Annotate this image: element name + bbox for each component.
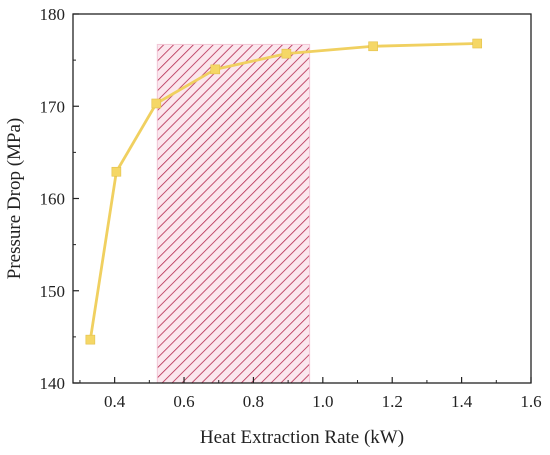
x-axis-label: Heat Extraction Rate (kW) [200, 427, 404, 448]
data-point [472, 38, 483, 49]
y-tick-label: 150 [40, 282, 66, 301]
data-point [85, 334, 96, 345]
y-tick-label: 140 [40, 374, 66, 393]
axes-layer: 0.4 0.6 0.8 1.0 1.2 1.4 1.6 140 150 160 170 180 [40, 5, 542, 411]
x-tick-label: 0.6 [173, 392, 194, 411]
y-tick-label: 160 [40, 190, 66, 209]
series-layer [85, 38, 483, 345]
y-tick-label: 170 [40, 97, 66, 116]
x-tick-label: 1.4 [451, 392, 473, 411]
highlight-region-layer [156, 43, 311, 384]
x-tick-label: 0.4 [104, 392, 126, 411]
y-tick-label: 180 [40, 5, 66, 24]
data-point [368, 41, 378, 52]
x-tick-label: 1.6 [520, 392, 541, 411]
data-point [281, 48, 292, 59]
data-point [151, 98, 162, 109]
x-tick-label: 1.2 [382, 392, 403, 411]
data-point [111, 166, 122, 177]
y-axis-label: Pressure Drop (MPa) [4, 118, 25, 279]
highlight-region [156, 43, 311, 384]
x-tick-label: 1.0 [312, 392, 333, 411]
x-tick-label: 0.8 [243, 392, 264, 411]
data-point [210, 64, 221, 75]
